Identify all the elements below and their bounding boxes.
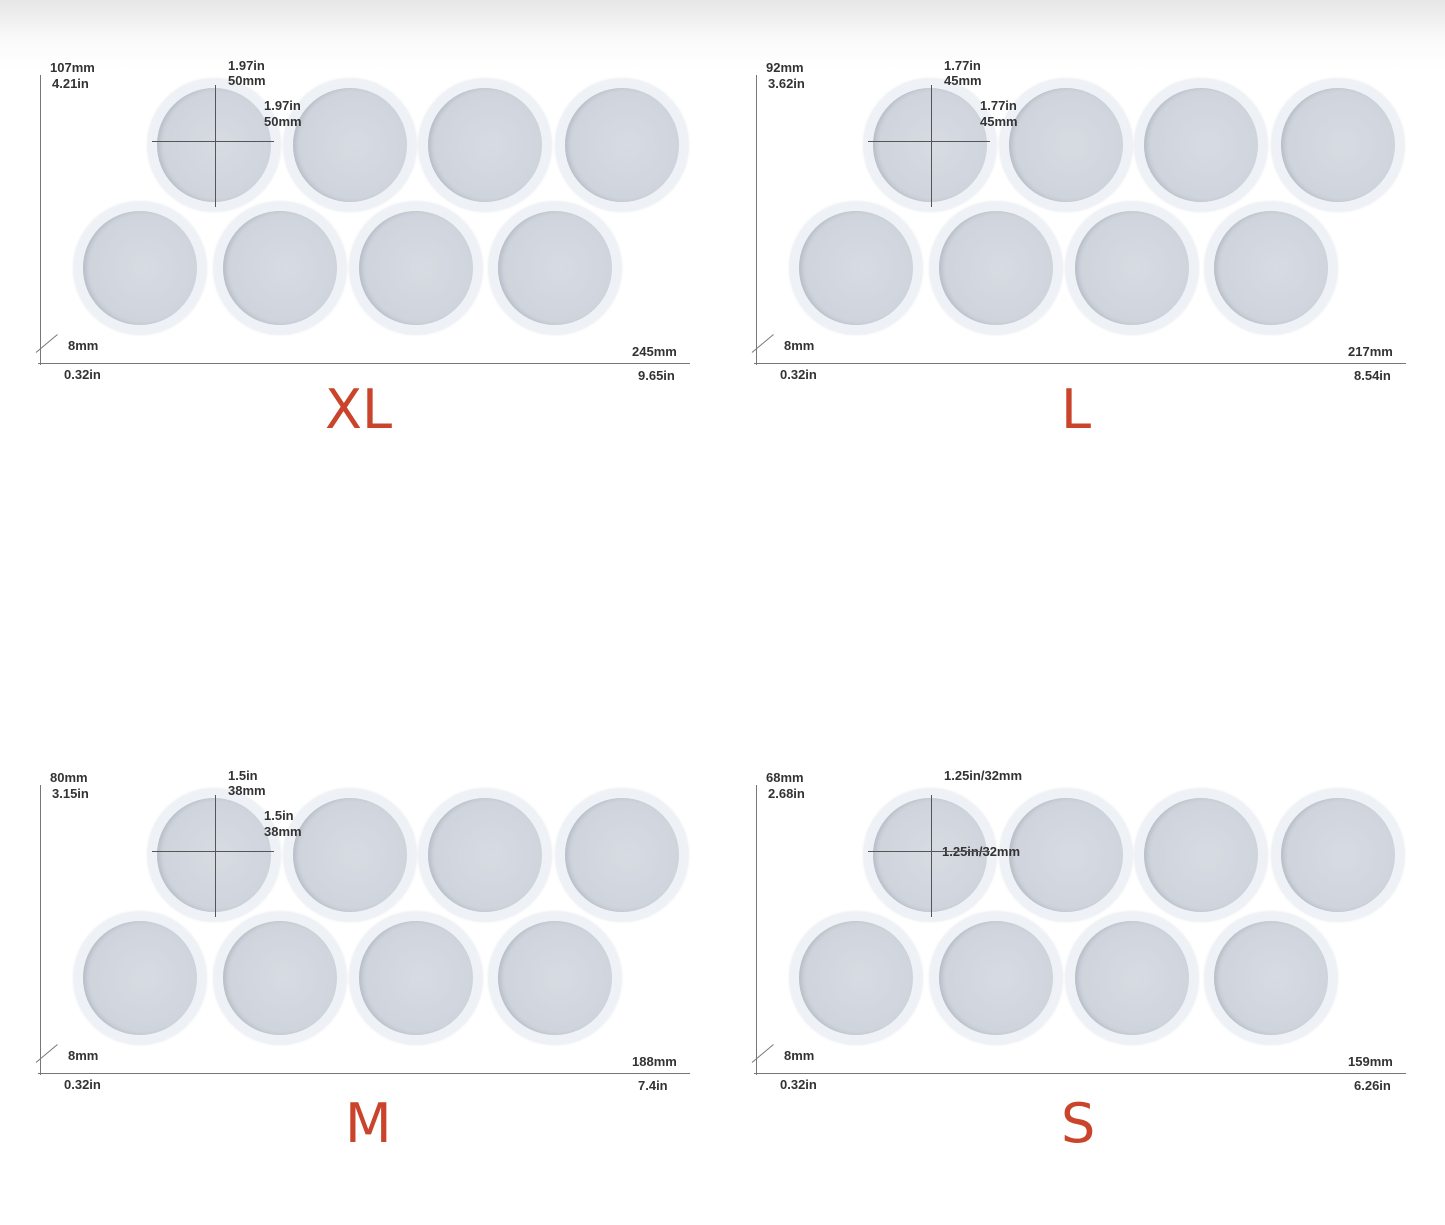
mold-cavity bbox=[284, 789, 416, 921]
mold-cavity bbox=[419, 789, 551, 921]
mold-cavity bbox=[1205, 202, 1337, 334]
mold-cavity bbox=[214, 912, 346, 1044]
height-mm-label: 92mm bbox=[766, 60, 804, 75]
diameter-line bbox=[152, 141, 274, 142]
depth-axis bbox=[751, 1044, 774, 1063]
mold-panel-s: 68mm 2.68in 1.25in/32mm 1.25in/32mm 8mm 0.32i… bbox=[716, 710, 1431, 1170]
depth-in-label: 0.32in bbox=[64, 1077, 101, 1092]
diameter-line bbox=[931, 795, 932, 917]
width-in-label: 7.4in bbox=[638, 1078, 668, 1093]
height-in-label: 3.62in bbox=[768, 76, 805, 91]
mold-cavity bbox=[1000, 79, 1132, 211]
diameter-mm-label: 38mm bbox=[228, 783, 266, 798]
mold-cavity bbox=[489, 912, 621, 1044]
diameter-mm-label: 50mm bbox=[228, 73, 266, 88]
width-mm-label: 159mm bbox=[1348, 1054, 1393, 1069]
depth-mm-label: 8mm bbox=[68, 1048, 99, 1063]
diameter-line bbox=[215, 85, 216, 207]
height-axis bbox=[40, 75, 41, 365]
mold-cavity bbox=[419, 79, 551, 211]
mold-cavity bbox=[74, 202, 206, 334]
mold-panel-m: 80mm 3.15in 1.5in 38mm 1.5in 38mm 8mm 0.32in 188… bbox=[0, 710, 715, 1170]
mold-cavity bbox=[1205, 912, 1337, 1044]
mold-cavity bbox=[148, 789, 280, 921]
mold-cavity bbox=[864, 789, 996, 921]
width-mm-label: 245mm bbox=[632, 344, 677, 359]
diameter-mm-label: 38mm bbox=[264, 824, 302, 839]
size-label: L bbox=[1061, 378, 1092, 441]
mold-cavity bbox=[1066, 202, 1198, 334]
diameter-line bbox=[931, 85, 932, 207]
mold-cavity bbox=[1135, 789, 1267, 921]
depth-in-label: 0.32in bbox=[64, 367, 101, 382]
width-in-label: 8.54in bbox=[1354, 368, 1391, 383]
mold-cavity bbox=[1272, 79, 1404, 211]
mold-panel-xl: 107mm 4.21in 1.97in 50mm 1.97in 50mm 8mm 0.32in… bbox=[0, 0, 715, 460]
depth-in-label: 0.32in bbox=[780, 1077, 817, 1092]
diameter-mm-label: 45mm bbox=[980, 114, 1018, 129]
diameter-label: 1.77in bbox=[944, 58, 981, 73]
depth-mm-label: 8mm bbox=[784, 338, 815, 353]
diameter-line bbox=[868, 851, 990, 852]
height-axis bbox=[756, 75, 757, 365]
mold-cavity bbox=[214, 202, 346, 334]
height-mm-label: 68mm bbox=[766, 770, 804, 785]
mold-cavity bbox=[284, 79, 416, 211]
mold-cavity bbox=[350, 202, 482, 334]
diameter-line bbox=[868, 141, 990, 142]
depth-mm-label: 8mm bbox=[68, 338, 99, 353]
mold-cavity bbox=[930, 202, 1062, 334]
diameter-label: 1.25in/32mm bbox=[944, 768, 1023, 783]
width-in-label: 9.65in bbox=[638, 368, 675, 383]
height-axis bbox=[756, 785, 757, 1075]
diameter-mm-label: 45mm bbox=[944, 73, 982, 88]
mold-cavity bbox=[148, 79, 280, 211]
diameter-label: 1.97in bbox=[228, 58, 265, 73]
depth-in-label: 0.32in bbox=[780, 367, 817, 382]
height-mm-label: 107mm bbox=[50, 60, 95, 75]
height-in-label: 2.68in bbox=[768, 786, 805, 801]
width-mm-label: 188mm bbox=[632, 1054, 677, 1069]
mold-cavity bbox=[350, 912, 482, 1044]
diameter-label: 1.5in bbox=[228, 768, 258, 783]
mold-cavity bbox=[74, 912, 206, 1044]
depth-axis bbox=[35, 1044, 58, 1063]
diameter-line bbox=[152, 851, 274, 852]
diameter-label: 1.5in bbox=[264, 808, 294, 823]
diameter-mm-label: 50mm bbox=[264, 114, 302, 129]
width-mm-label: 217mm bbox=[1348, 344, 1393, 359]
diameter-label: 1.97in bbox=[264, 98, 301, 113]
width-axis bbox=[754, 363, 1406, 364]
size-label: XL bbox=[325, 378, 393, 441]
depth-axis bbox=[751, 334, 774, 353]
mold-cavity bbox=[930, 912, 1062, 1044]
height-in-label: 3.15in bbox=[52, 786, 89, 801]
size-label: S bbox=[1061, 1092, 1096, 1155]
mold-cavity bbox=[1066, 912, 1198, 1044]
height-in-label: 4.21in bbox=[52, 76, 89, 91]
width-axis bbox=[754, 1073, 1406, 1074]
depth-mm-label: 8mm bbox=[784, 1048, 815, 1063]
width-axis bbox=[38, 363, 690, 364]
height-mm-label: 80mm bbox=[50, 770, 88, 785]
mold-cavity bbox=[1135, 79, 1267, 211]
mold-panel-l: 92mm 3.62in 1.77in 45mm 1.77in 45mm 8mm 0.32in 2… bbox=[716, 0, 1431, 460]
width-in-label: 6.26in bbox=[1354, 1078, 1391, 1093]
diameter-label: 1.77in bbox=[980, 98, 1017, 113]
depth-axis bbox=[35, 334, 58, 353]
mold-cavity bbox=[1000, 789, 1132, 921]
mold-cavity bbox=[556, 79, 688, 211]
mold-cavity bbox=[790, 912, 922, 1044]
diameter-line bbox=[215, 795, 216, 917]
width-axis bbox=[38, 1073, 690, 1074]
mold-cavity bbox=[1272, 789, 1404, 921]
mold-cavity bbox=[790, 202, 922, 334]
mold-cavity bbox=[489, 202, 621, 334]
mold-cavity bbox=[864, 79, 996, 211]
height-axis bbox=[40, 785, 41, 1075]
size-label: M bbox=[345, 1092, 392, 1155]
mold-cavity bbox=[556, 789, 688, 921]
